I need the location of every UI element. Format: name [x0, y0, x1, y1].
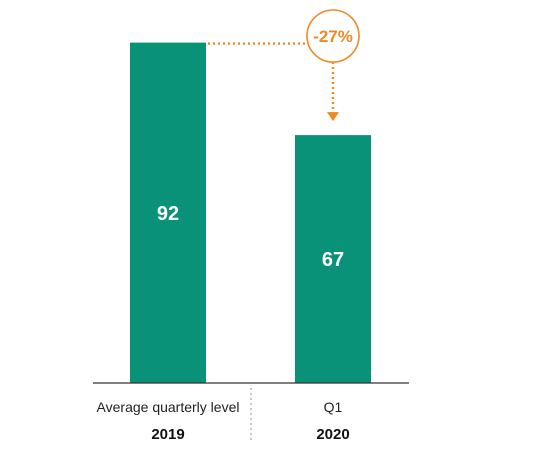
data-label-2019: 92 — [157, 203, 179, 225]
change-badge — [306, 9, 360, 63]
change-connector-arrow — [208, 42, 335, 114]
year-label-2020: 2020 — [316, 426, 349, 443]
bar-2020-q1 — [295, 135, 371, 383]
year-label-2019: 2019 — [151, 426, 184, 443]
data-label-2020: 67 — [322, 249, 344, 271]
change-arrowhead-icon — [327, 112, 339, 122]
bar-2019-average — [130, 42, 206, 383]
change-percent-label: -27% — [313, 27, 353, 46]
category-label-q1: Q1 — [324, 399, 343, 415]
category-label-average: Average quarterly level — [97, 399, 240, 415]
